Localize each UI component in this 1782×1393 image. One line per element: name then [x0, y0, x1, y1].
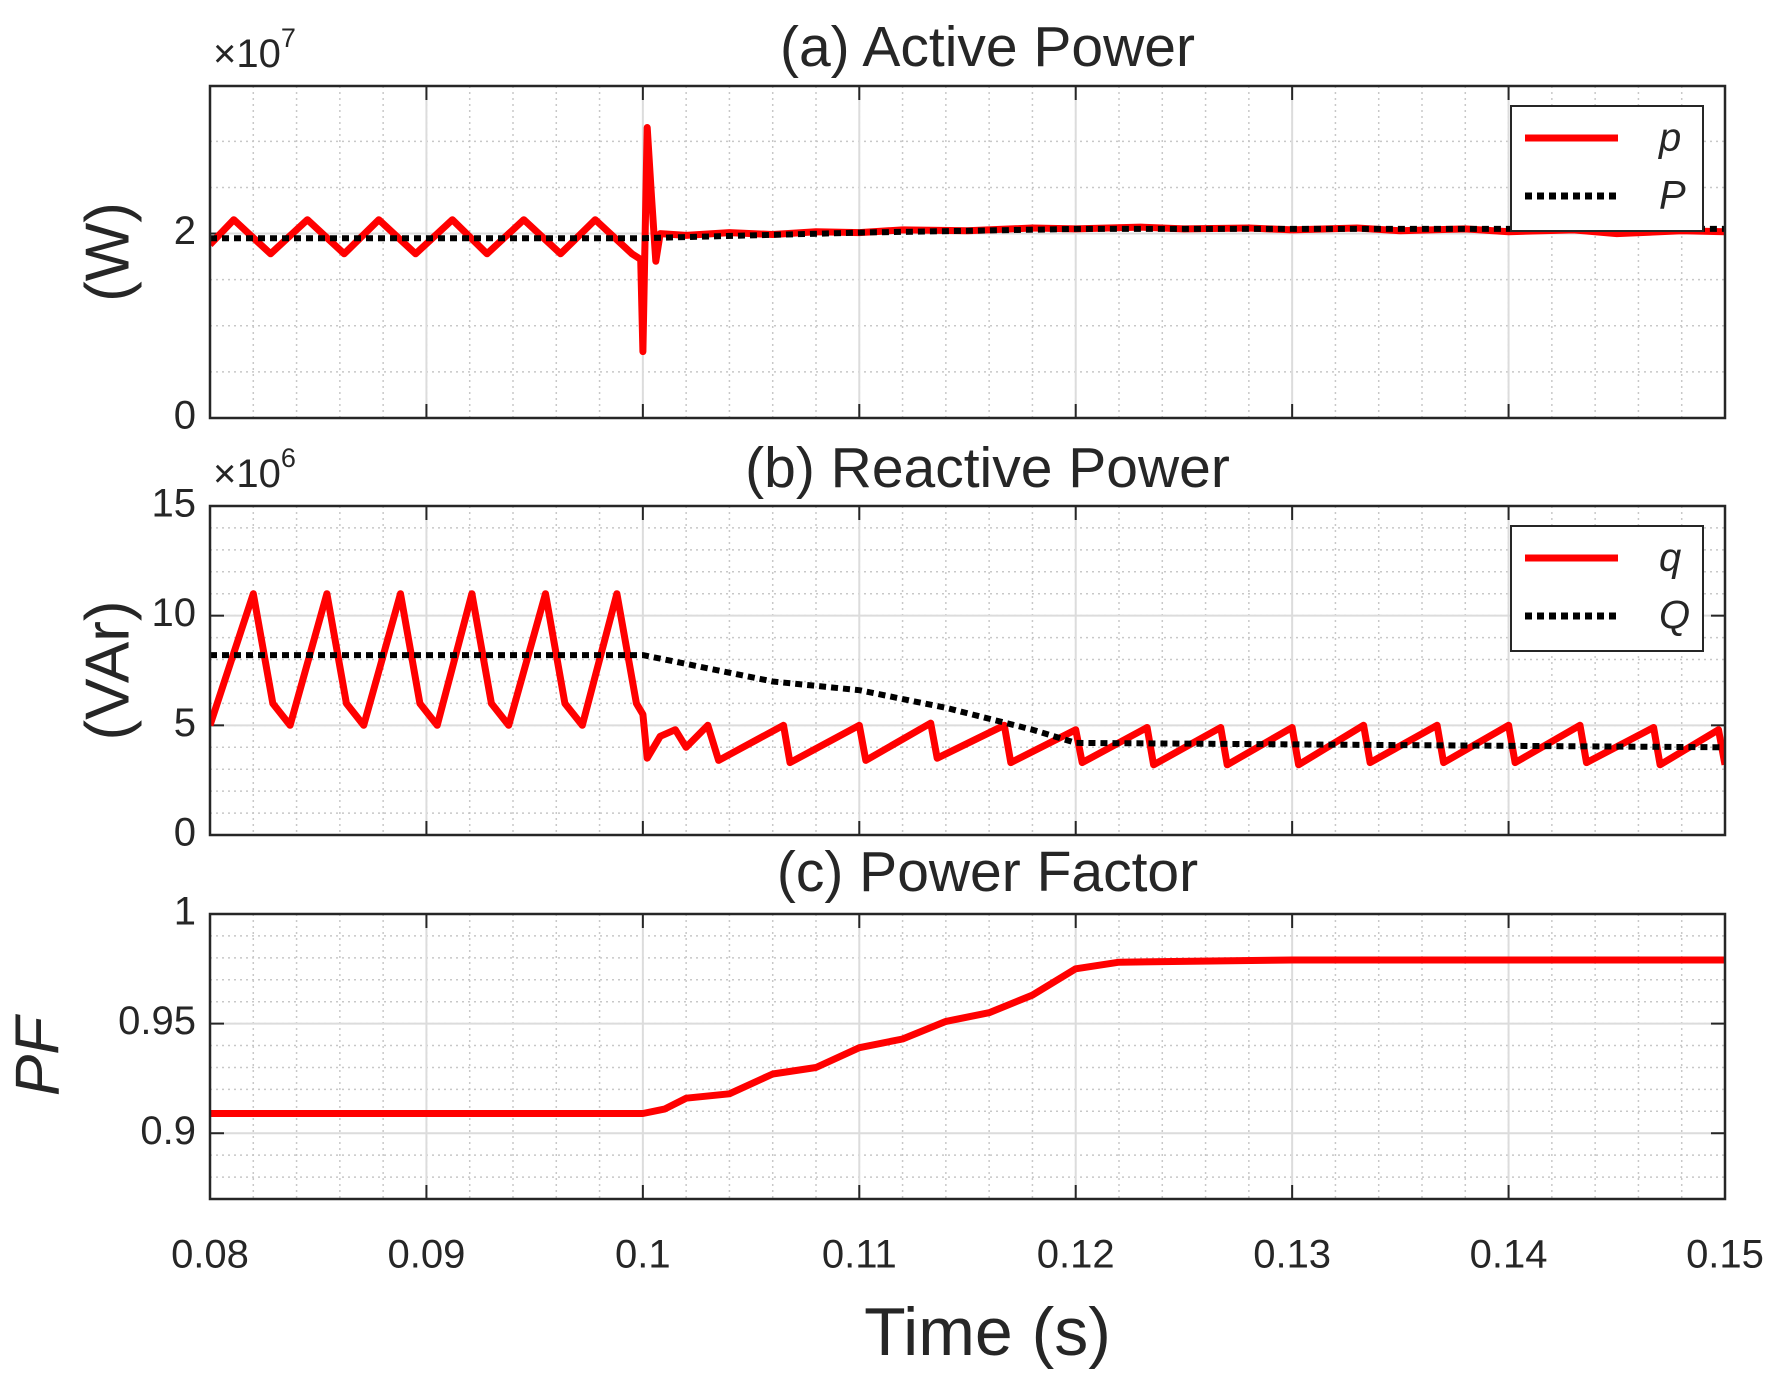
legend-label: Q [1659, 594, 1690, 638]
legend-label: q [1659, 536, 1681, 580]
x-tick-label: 0.09 [387, 1233, 465, 1277]
y-tick-label: 15 [152, 482, 197, 526]
y-axis-label: PF [3, 1014, 72, 1096]
chart-title: (b) Reactive Power [745, 436, 1230, 500]
y-axis-label: (VAr) [73, 600, 142, 740]
legend-box [1510, 525, 1704, 652]
multiplier-base: ×10 [213, 32, 281, 76]
legend-box [1510, 105, 1704, 232]
axes-box [208, 912, 1727, 1201]
y-tick-label: 5 [174, 701, 196, 745]
plot-area [210, 86, 1725, 418]
plot-area [210, 506, 1725, 835]
x-tick-label: 0.13 [1253, 1233, 1331, 1277]
y-tick-label: 10 [152, 591, 197, 635]
x-tick-label: 0.1 [615, 1233, 671, 1277]
x-tick-label: 0.08 [171, 1233, 249, 1277]
axis-multiplier: ×106 [213, 443, 296, 495]
axes-box [208, 84, 1727, 420]
chart-title: (c) Power Factor [777, 840, 1198, 904]
x-tick-label: 0.12 [1037, 1233, 1115, 1277]
y-tick-label: 0 [174, 811, 196, 855]
series-line [210, 652, 1725, 751]
x-axis-label: Time (s) [864, 1294, 1111, 1370]
x-tick-label: 0.14 [1470, 1233, 1548, 1277]
y-tick-label: 0 [174, 394, 196, 438]
multiplier-exponent: 6 [281, 443, 296, 473]
multiplier-exponent: 7 [281, 23, 296, 53]
series-line [210, 225, 1725, 242]
y-tick-label: 1 [174, 890, 196, 934]
y-tick-label: 0.9 [140, 1109, 196, 1153]
y-tick-label: 0.95 [118, 999, 196, 1043]
multiplier-base: ×10 [213, 452, 281, 496]
x-tick-label: 0.11 [822, 1233, 897, 1277]
legend-label: P [1659, 174, 1686, 218]
legend-label: p [1658, 116, 1681, 160]
x-tick-label: 0.15 [1686, 1233, 1764, 1277]
y-tick-label: 2 [174, 209, 196, 253]
series-line [210, 956, 1725, 1117]
axis-multiplier: ×107 [213, 23, 296, 75]
chart-title: (a) Active Power [780, 15, 1195, 79]
axes-box [208, 504, 1727, 837]
series-line [210, 590, 1725, 769]
y-axis-label: (W) [73, 202, 142, 302]
